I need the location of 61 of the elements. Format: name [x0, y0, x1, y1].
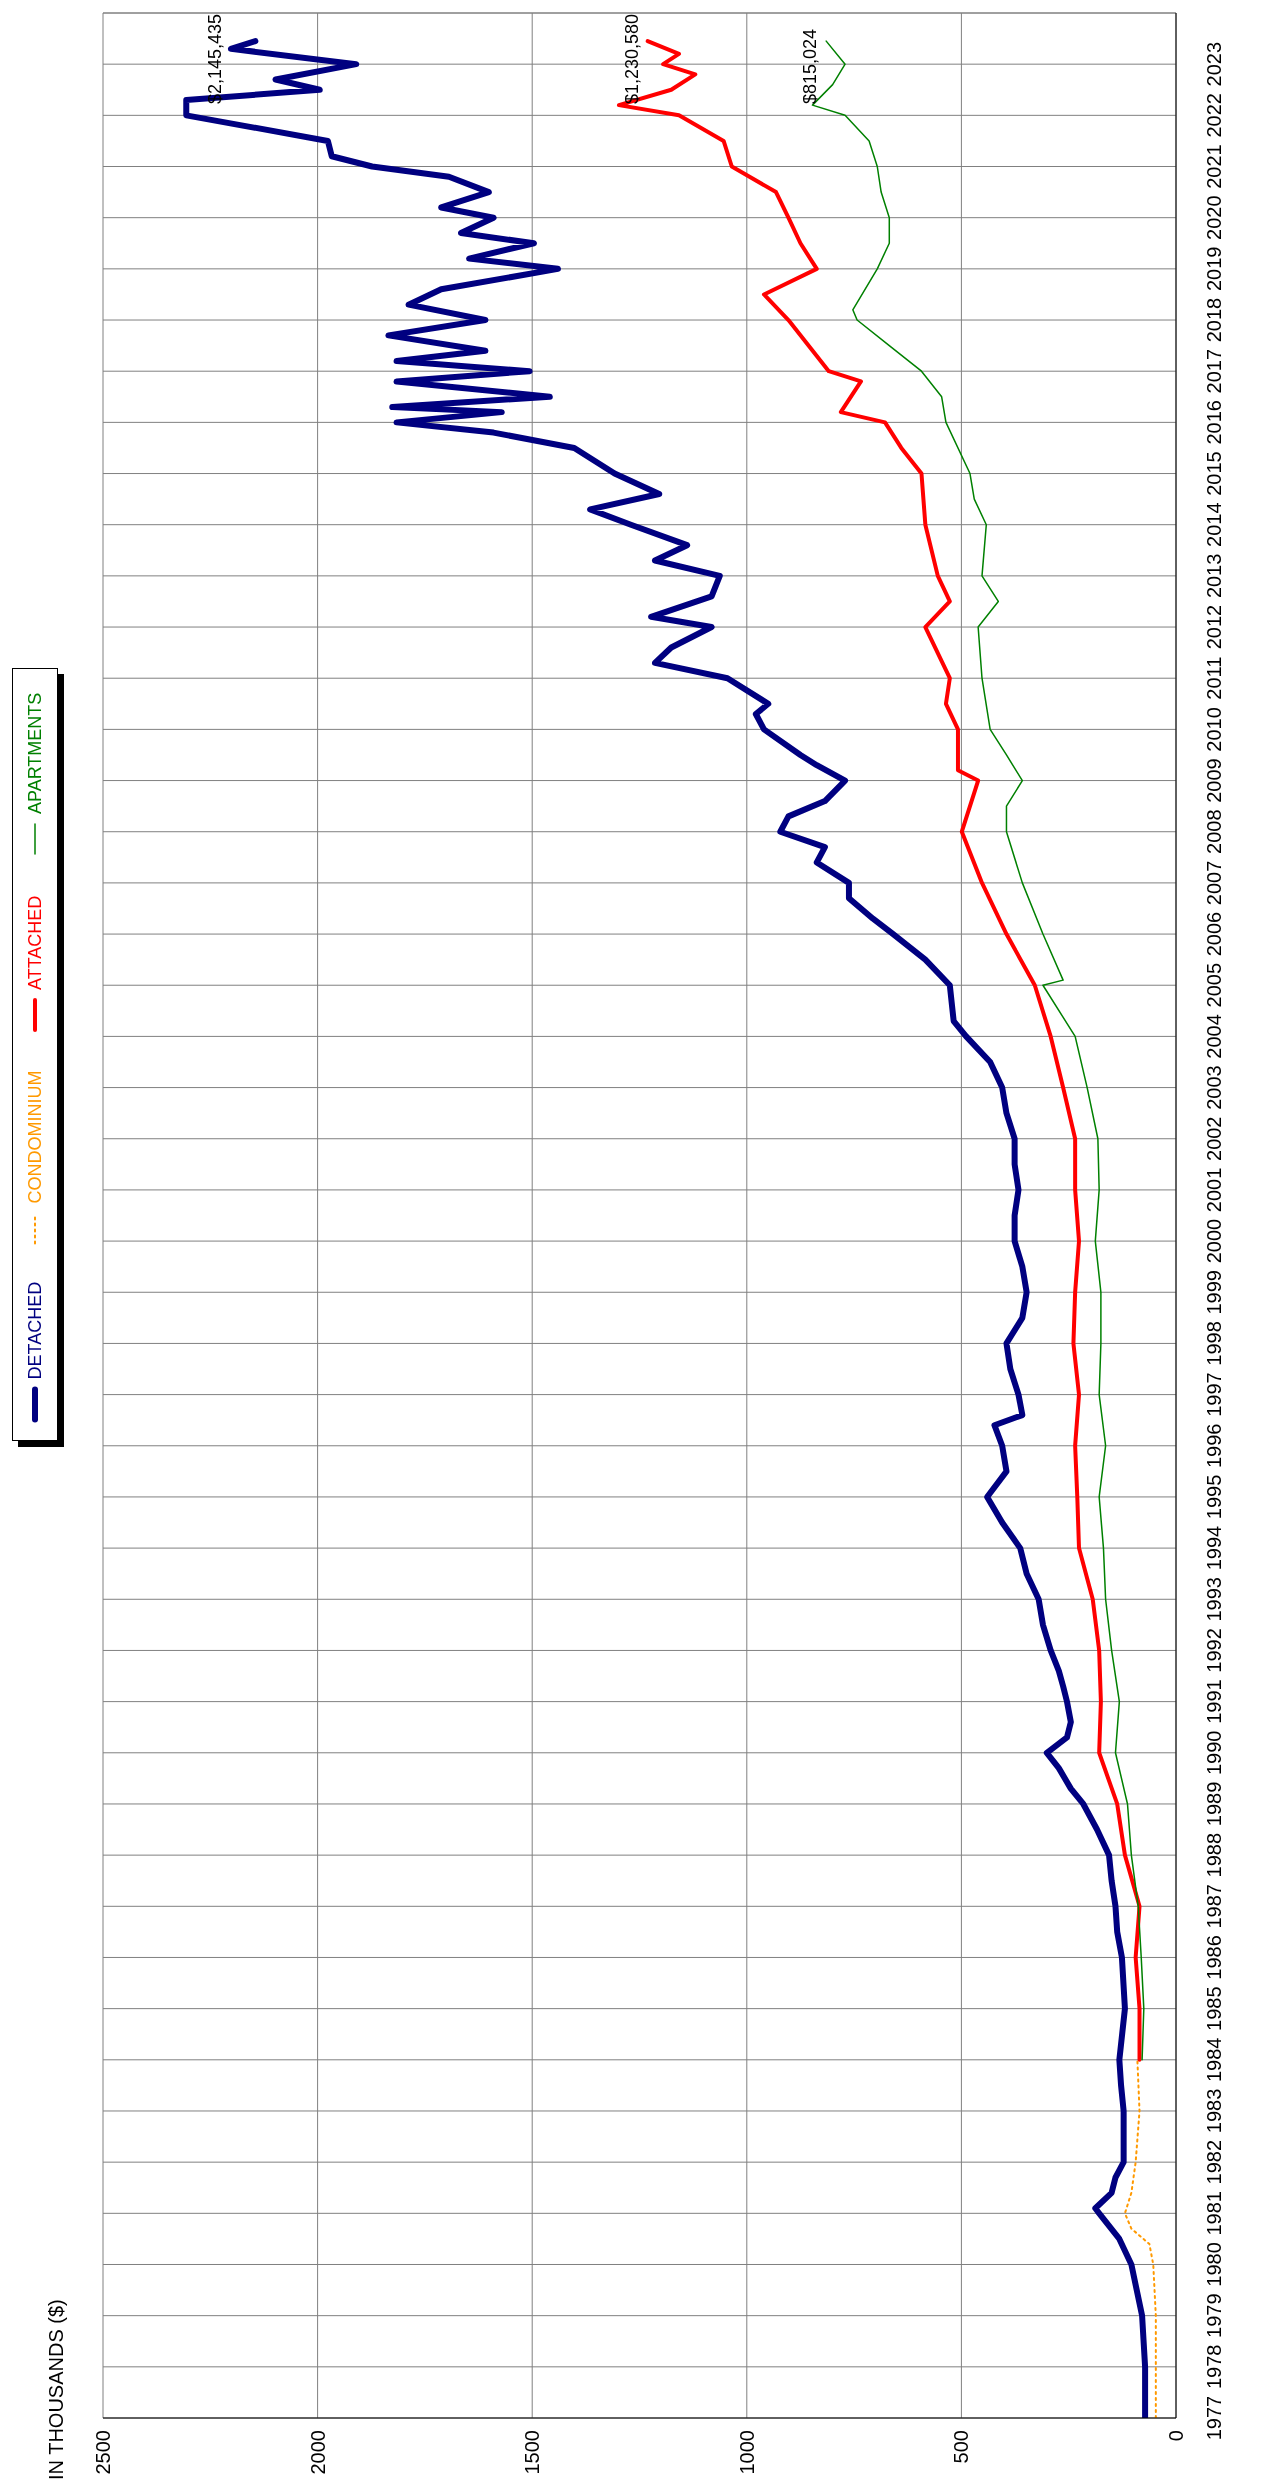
y-tick-label: 1982 [1203, 2139, 1225, 2185]
y-tick-label: 1983 [1203, 2088, 1225, 2134]
y-tick-label: 1996 [1203, 1423, 1225, 1469]
y-tick-label: 2018 [1203, 297, 1225, 343]
y-tick-label: 1980 [1203, 2242, 1225, 2287]
y-axis-title: IN THOUSANDS ($) [45, 2299, 67, 2480]
y-tick-label: 1995 [1203, 1474, 1225, 1520]
y-tick-label: 2021 [1203, 144, 1225, 189]
y-tick-label: 1994 [1203, 1525, 1225, 1571]
y-tick-label: 2013 [1203, 553, 1225, 599]
text: APARTMENTS [25, 692, 45, 814]
y-tick-label: 2007 [1203, 860, 1225, 906]
y-tick-label: 2023 [1203, 41, 1225, 87]
y-tick-label: 2020 [1203, 195, 1225, 240]
y-tick-label: 1979 [1203, 2293, 1225, 2338]
y-tick-label: 2011 [1203, 656, 1225, 700]
y-tick-label: 2004 [1203, 1014, 1225, 1059]
x-tick-label: 1500 [521, 2430, 544, 2475]
y-tick-label: 2006 [1203, 911, 1225, 957]
annotation: $2,145,435 [204, 13, 225, 104]
y-tick-label: 2015 [1203, 451, 1225, 496]
y-tick-label: 1986 [1203, 1935, 1225, 1980]
y-tick-label: 2014 [1203, 502, 1225, 547]
y-tick-label: 1987 [1203, 1884, 1225, 1929]
y-tick-label: 1981 [1203, 2191, 1225, 2236]
y-tick-label: 1993 [1203, 1577, 1225, 1622]
y-tick-label: 2003 [1203, 1065, 1225, 1110]
y-tick-label: 1991 [1203, 1679, 1225, 1724]
y-tick-label: 2010 [1203, 707, 1225, 752]
y-tick-label: 2008 [1203, 809, 1225, 854]
text: ATTACHED [25, 895, 45, 990]
y-tick-label: 2000 [1203, 1218, 1225, 1264]
x-tick-label: 0 [1165, 2430, 1187, 2442]
x-tick-label: 1000 [735, 2430, 758, 2475]
y-tick-label: 1992 [1203, 1628, 1225, 1673]
y-tick-label: 1978 [1203, 2344, 1225, 2390]
y-tick-label: 2017 [1203, 348, 1225, 394]
y-tick-label: 1990 [1203, 1730, 1225, 1776]
y-tick-label: 2005 [1203, 962, 1225, 1008]
y-tick-label: 2001 [1203, 1167, 1225, 1213]
y-tick-label: 2012 [1203, 604, 1225, 650]
y-tick-label: 1989 [1203, 1781, 1225, 1827]
y-tick-label: 1985 [1203, 1986, 1225, 2031]
y-tick-label: 2002 [1203, 1116, 1225, 1161]
annotation: $1,230,580 [621, 13, 642, 104]
text: DETACHED [25, 1281, 45, 1380]
y-tick-label: 1999 [1203, 1270, 1225, 1315]
y-tick-label: 1984 [1203, 2037, 1225, 2083]
y-tick-label: 1998 [1203, 1321, 1225, 1366]
y-tick-label: 1988 [1203, 1832, 1225, 1878]
text: CONDOMINIUM [25, 1070, 45, 1204]
x-tick-label: 2000 [306, 2430, 329, 2475]
y-tick-label: 1997 [1203, 1372, 1225, 1417]
y-tick-label: 1977 [1203, 2395, 1225, 2441]
y-tick-label: 2016 [1203, 400, 1225, 445]
y-tick-label: 2019 [1203, 246, 1225, 292]
x-tick-label: 2500 [92, 2430, 114, 2475]
annotation: $815,024 [800, 28, 821, 104]
y-tick-label: 2009 [1203, 758, 1225, 803]
x-tick-label: 500 [950, 2430, 973, 2464]
y-tick-label: 2022 [1203, 93, 1225, 138]
